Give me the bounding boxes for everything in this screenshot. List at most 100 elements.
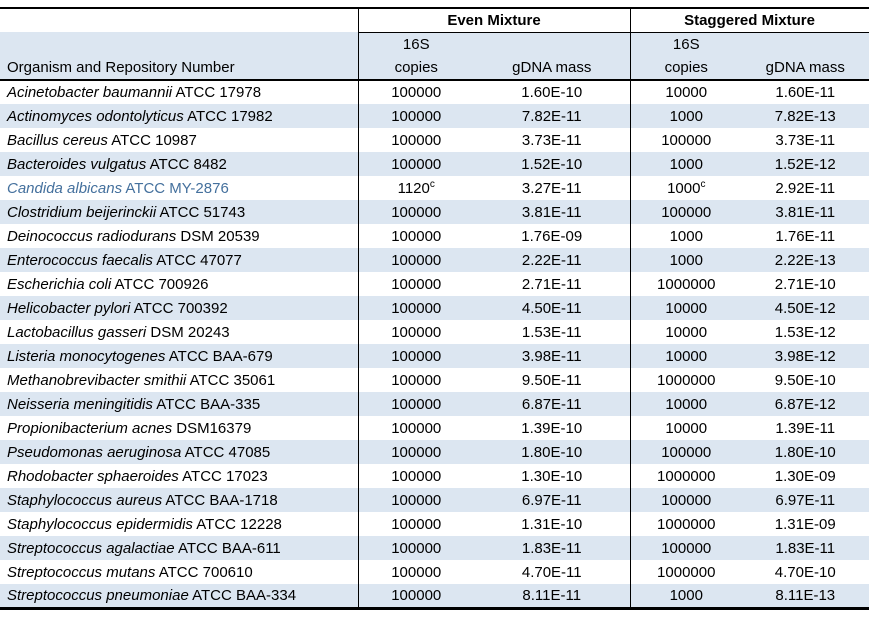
even-gdna-header: gDNA mass — [474, 56, 630, 81]
stag-gdna-cell: 1.76E-11 — [742, 224, 869, 248]
stag-gdna-cell: 4.50E-12 — [742, 296, 869, 320]
table-row: Clostridium beijerinckii ATCC 51743 10000… — [0, 200, 869, 224]
even-gdna-cell: 6.97E-11 — [474, 488, 630, 512]
organism-cell: Pseudomonas aeruginosa ATCC 47085 — [0, 440, 358, 464]
even-copies-cell: 100000 — [357, 296, 474, 320]
stag-gdna-cell: 8.11E-13 — [742, 584, 869, 610]
even-copies-cell: 100000 — [357, 272, 474, 296]
even-gdna-cell: 3.81E-11 — [474, 200, 630, 224]
organism-cell: Rhodobacter sphaeroides ATCC 17023 — [7, 467, 268, 485]
stag-copies-cell: 10000 — [629, 80, 742, 104]
stag-copies-cell: 100000 — [629, 128, 742, 152]
organism-cell: Streptococcus mutans ATCC 700610 — [7, 563, 253, 581]
even-gdna-cell: 1.30E-10 — [521, 467, 583, 485]
organism-cell: Listeria monocytogenes ATCC BAA-679 — [0, 344, 358, 368]
stag-gdna-cell: 3.98E-12 — [742, 344, 869, 368]
stag-gdna-cell: 1.53E-12 — [742, 320, 869, 344]
stag-copies-cell: 100000 — [629, 200, 742, 224]
even-copies-cell: 100000 — [357, 584, 474, 610]
stag-gdna-cell: 1.83E-11 — [742, 536, 869, 560]
table-row: Staphylococcus aureus ATCC BAA-1718 10000… — [0, 488, 869, 512]
organism-name: Streptococcus agalactiae — [7, 539, 175, 557]
organism-name: Neisseria meningitidis — [7, 395, 153, 413]
even-gdna-cell: 3.98E-11 — [474, 344, 630, 368]
stag-copies-cell: 1000000 — [629, 464, 742, 488]
organism-cell: Streptococcus pneumoniae ATCC BAA-334 — [0, 584, 358, 610]
organism-cell: Staphylococcus epidermidis ATCC 12228 — [7, 515, 282, 533]
organism-cell: Candida albicans ATCC MY-2876 — [7, 179, 229, 197]
blank-header-cell — [742, 32, 869, 56]
stag-copies-cell: 10000 — [629, 320, 742, 344]
footnote-marker: c — [700, 178, 706, 190]
even-copies-cell: 100000 — [357, 560, 474, 584]
organism-name: Methanobrevibacter smithii — [7, 371, 187, 389]
even-copies-cell: 100000 — [357, 320, 474, 344]
staggered-mixture-header: Staggered Mixture — [629, 7, 869, 33]
organism-name: Escherichia coli — [7, 275, 112, 293]
stag-copies-cell: 1000000 — [629, 560, 742, 584]
stag-copies-cell: 100000 — [629, 536, 742, 560]
even-copies-cell: 100000 — [357, 440, 474, 464]
table-header: Even Mixture Staggered Mixture 16S 16S O… — [0, 7, 869, 81]
organism-cell: Staphylococcus aureus ATCC BAA-1718 — [0, 488, 358, 512]
organism-name: Staphylococcus epidermidis — [7, 515, 193, 533]
organism-cell: Deinococcus radiodurans DSM 20539 — [7, 227, 260, 245]
even-gdna-cell: 9.50E-11 — [521, 371, 582, 389]
even-gdna-cell: 1.52E-10 — [474, 152, 630, 176]
even-copies-cell: 100000 — [357, 536, 474, 560]
even-copies-cell: 100000 — [357, 512, 474, 536]
table-row: Deinococcus radiodurans DSM 20539 100000 1… — [0, 224, 869, 248]
stag-gdna-cell: 1.80E-10 — [742, 440, 869, 464]
stag-gdna-cell: 1.52E-12 — [742, 152, 869, 176]
stag-gdna-cell: 2.22E-13 — [742, 248, 869, 272]
subheader-row: Organism and Repository Number copies gD… — [0, 56, 869, 81]
organism-cell: Helicobacter pylori ATCC 700392 — [0, 296, 358, 320]
table-row: Helicobacter pylori ATCC 700392 100000 4.5… — [0, 296, 869, 320]
table-row: Candida albicans ATCC MY-2876 1120c 3.27E-… — [0, 176, 869, 200]
even-gdna-cell: 1.60E-10 — [521, 84, 583, 101]
footnote-marker: c — [429, 178, 435, 190]
table-row: Bacteroides vulgatus ATCC 8482 100000 1.52… — [0, 152, 869, 176]
even-gdna-cell: 4.70E-11 — [521, 563, 582, 581]
stag-gdna-cell: 1.60E-11 — [742, 80, 869, 104]
organism-cell: Enterococcus faecalis ATCC 47077 — [0, 248, 358, 272]
even-gdna-cell: 6.87E-11 — [474, 392, 630, 416]
organism-name: Pseudomonas aeruginosa — [7, 443, 182, 461]
organism-name: Enterococcus faecalis — [7, 251, 153, 269]
stag-copies-header: copies — [629, 56, 742, 81]
even-copies-cell: 100000 — [357, 152, 474, 176]
organism-cell: Methanobrevibacter smithii ATCC 35061 — [7, 371, 276, 389]
table-body: Acinetobacter baumannii ATCC 17978 100000… — [0, 80, 869, 610]
table-row: Acinetobacter baumannii ATCC 17978 100000… — [0, 80, 869, 104]
stag-copies-cell: 1000 — [629, 584, 742, 610]
stag-copies-cell: 10000 — [629, 296, 742, 320]
even-gdna-cell: 7.82E-11 — [474, 104, 630, 128]
table-row: Escherichia coli ATCC 700926 100000 2.71E-… — [0, 272, 869, 296]
table-row: Streptococcus mutans ATCC 700610 100000 4.… — [0, 560, 869, 584]
organism-name: Candida albicans — [7, 179, 123, 197]
even-copies-cell: 100000 — [357, 488, 474, 512]
even-gdna-cell: 8.11E-11 — [474, 584, 630, 610]
mixture-table: Even Mixture Staggered Mixture 16S 16S O… — [0, 7, 869, 610]
table-row: Streptococcus agalactiae ATCC BAA-611 100… — [0, 536, 869, 560]
mixture-header-row: Even Mixture Staggered Mixture — [0, 7, 869, 33]
even-copies-cell: 100000 — [357, 200, 474, 224]
even-gdna-cell: 2.71E-11 — [521, 275, 582, 293]
even-gdna-cell: 1.31E-10 — [521, 515, 583, 533]
organism-cell: Lactobacillus gasseri DSM 20243 — [7, 323, 230, 341]
table-row: Methanobrevibacter smithii ATCC 35061 100… — [0, 368, 869, 392]
table-row: Actinomyces odontolyticus ATCC 17982 1000… — [0, 104, 869, 128]
stag-copies-cell: 10000 — [629, 416, 742, 440]
organism-cell: Propionibacterium acnes DSM16379 — [7, 419, 252, 437]
organism-cell: Acinetobacter baumannii ATCC 17978 — [7, 84, 262, 101]
blank-header-cell — [0, 32, 358, 56]
organism-cell: Actinomyces odontolyticus ATCC 17982 — [0, 104, 358, 128]
sixteen-s-header-row: 16S 16S — [0, 32, 869, 56]
organism-cell: Clostridium beijerinckii ATCC 51743 — [0, 200, 358, 224]
even-gdna-cell: 1.83E-11 — [474, 536, 630, 560]
stag-copies-cell: 1000000 — [629, 368, 742, 392]
stag-gdna-cell: 6.87E-12 — [742, 392, 869, 416]
organism-cell: Streptococcus agalactiae ATCC BAA-611 — [0, 536, 358, 560]
stag-gdna-cell: 1.39E-11 — [742, 416, 869, 440]
